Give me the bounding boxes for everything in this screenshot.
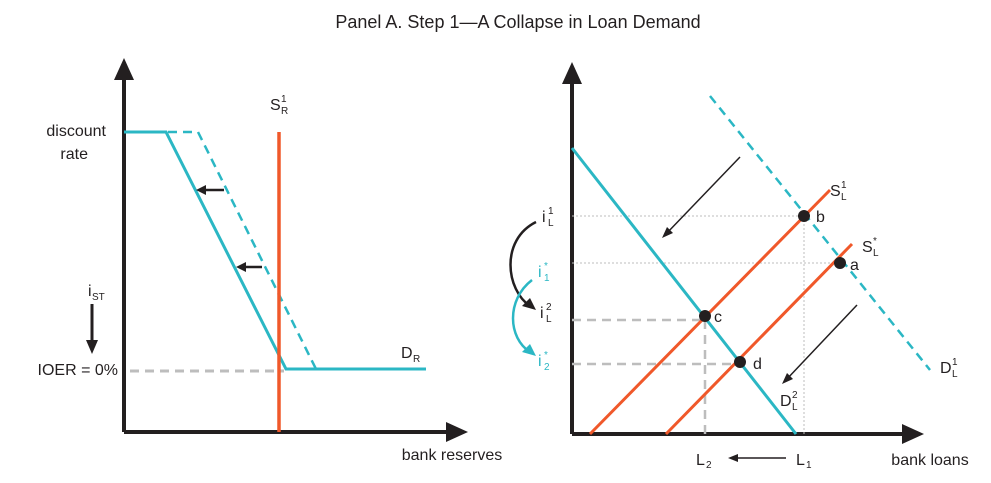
demand-shift-arrowhead-1 [662,227,673,238]
s-lstar-main: S [862,239,873,256]
s-r-main: S [270,97,281,114]
s-lstar-sup: * [873,236,877,247]
demand-shift-arrowhead-lower [236,262,246,272]
i2-sub: L [546,314,552,325]
l1-label: L 1 [796,452,812,471]
loan-supply-curve-1 [588,188,832,436]
reserve-demand-curve [124,130,426,371]
i-st-down-arrowhead [86,340,98,354]
istar1-sub: 1 [544,273,550,284]
i1-to-i2-curved-arrow [509,220,537,308]
istar2-sub: 2 [544,362,550,373]
i2-label: i 2 L [540,302,552,325]
right-x-label: bank loans [891,452,968,469]
istar2-sup: * [544,350,548,361]
loan-demand-2-label: D 2 L [780,390,798,413]
point-d-marker [734,356,746,368]
l2-main: L [696,452,705,469]
point-c-label: c [714,309,722,326]
s-lstar-sub: L [873,248,879,259]
demand-shift-arrow-1 [665,156,741,235]
d-l1-sup: 1 [952,357,958,368]
right-y-axis-arrowhead [562,62,582,84]
i-st-sub: ST [92,292,105,303]
loan-demand-curve-2 [570,147,798,435]
left-y-label-line1: discount [46,123,106,140]
s-l1-main: S [830,183,841,200]
point-b-label: b [816,209,825,226]
l2-sub: 2 [706,460,712,471]
loan-demand-curve-1 [709,95,931,371]
loan-supply-star-label: S * L [862,236,879,259]
i1-to-i2-arrowhead [522,298,536,310]
panel-title: Panel A. Step 1—A Collapse in Loan Deman… [335,12,700,32]
point-a-marker [834,257,846,269]
s-l1-sub: L [841,192,847,203]
istar2-main: i [538,353,542,370]
i2-sup: 2 [546,302,552,313]
d-l2-sub: L [792,402,798,413]
i-st-main: i [88,283,92,300]
reserve-supply-label: S 1 R [270,94,288,117]
s-r-sub: R [281,106,288,117]
point-b-marker [798,210,810,222]
istar1-sup: * [544,261,548,272]
demand-shift-arrowhead-2 [782,373,793,384]
demand-shift-arrowhead-upper [196,185,206,195]
point-c-marker [699,310,711,322]
i-st-label: i ST [88,283,105,303]
point-d-label: d [753,356,762,373]
l1-sub: 1 [806,460,812,471]
loan-supply-curve-star [664,242,854,436]
reserve-demand-label: D R [401,345,420,365]
left-x-axis-arrowhead [446,422,468,442]
i2-main: i [540,305,544,322]
d-l2-sup: 2 [792,390,798,401]
left-y-label-line2: rate [60,146,88,163]
i1-sub: L [548,218,554,229]
point-a-label: a [850,257,859,274]
istar1-label: i * 1 [538,261,550,284]
istar1-to-istar2-arrowhead [522,344,536,356]
loan-supply-1-label: S 1 L [830,180,847,203]
right-panel: b a c d S 1 L S * L D 1 L D 2 L i [509,62,969,471]
i1-main: i [542,209,546,226]
i1-sup: 1 [548,206,554,217]
istar1-to-istar2-curved-arrow [511,279,533,354]
demand-shift-arrow-2 [785,304,858,381]
s-l1-sup: 1 [841,180,847,191]
loan-demand-1-label: D 1 L [940,357,958,380]
istar2-label: i * 2 [538,350,550,373]
l2-label: L 2 [696,452,712,471]
i1-label: i 1 L [542,206,554,229]
d-r-main: D [401,345,413,362]
left-panel: discount rate bank reserves i ST IOER = … [38,58,503,464]
ioer-label: IOER = 0% [38,362,118,379]
s-r-sup: 1 [281,94,287,105]
d-l1-main: D [940,360,952,377]
l1-to-l2-arrowhead [728,454,738,462]
right-x-axis-arrowhead [902,424,924,444]
istar1-main: i [538,264,542,281]
l1-main: L [796,452,805,469]
old-reserve-demand-curve [168,130,318,370]
left-y-axis-arrowhead [114,58,134,80]
d-r-sub: R [413,354,420,365]
d-l2-main: D [780,393,792,410]
left-x-label: bank reserves [402,447,503,464]
d-l1-sub: L [952,369,958,380]
